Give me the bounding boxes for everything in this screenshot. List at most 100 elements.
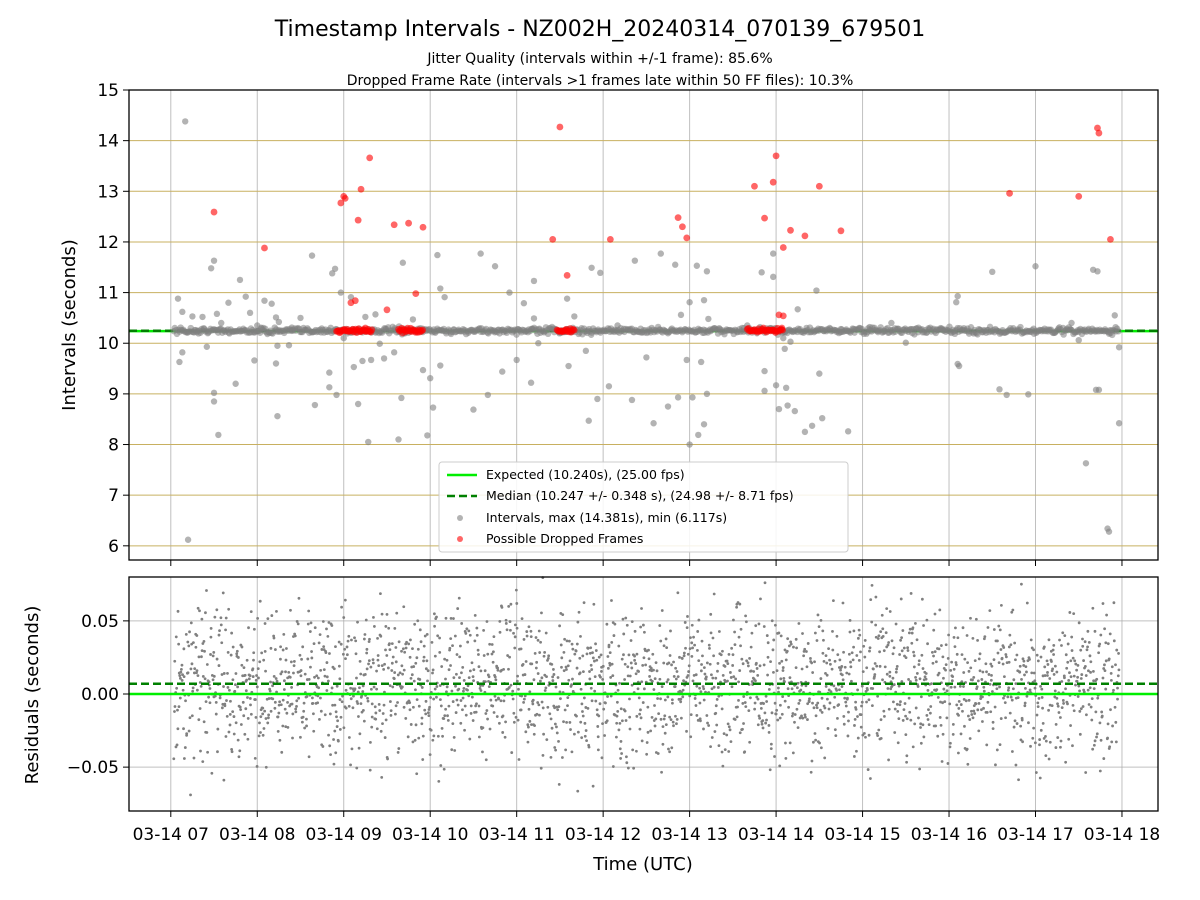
residual-point bbox=[300, 657, 303, 661]
interval-point-10 bbox=[207, 265, 215, 272]
residual-point bbox=[180, 678, 184, 682]
residual-point bbox=[714, 704, 718, 708]
residual-point bbox=[334, 751, 338, 755]
residual-point bbox=[904, 733, 908, 737]
residual-point bbox=[1023, 704, 1027, 708]
interval-point-145 bbox=[1068, 319, 1075, 327]
residual-point bbox=[620, 752, 624, 755]
x-tick-label-3: 03-14 10 bbox=[392, 825, 468, 845]
residual-point bbox=[803, 713, 807, 717]
residual-point bbox=[861, 670, 865, 674]
residual-point bbox=[396, 701, 399, 704]
residual-point bbox=[631, 748, 635, 752]
residual-point bbox=[956, 636, 960, 640]
residual-point bbox=[1043, 674, 1047, 677]
residual-point bbox=[368, 768, 372, 772]
residual-point bbox=[760, 722, 764, 726]
residual-point bbox=[926, 642, 929, 646]
residual-point bbox=[513, 635, 517, 639]
residual-point bbox=[772, 670, 775, 674]
residual-point bbox=[232, 732, 236, 736]
residual-point bbox=[1023, 673, 1026, 677]
residual-point bbox=[526, 740, 530, 744]
residual-point bbox=[534, 636, 538, 639]
residual-point bbox=[564, 748, 568, 752]
residual-point bbox=[629, 639, 633, 642]
residual-point bbox=[788, 676, 792, 680]
residual-point bbox=[388, 684, 392, 688]
residual-point bbox=[813, 660, 816, 664]
residual-point bbox=[934, 724, 938, 728]
interval-point-62 bbox=[429, 404, 437, 411]
residual-point bbox=[427, 714, 431, 718]
residual-point bbox=[1108, 632, 1112, 636]
residual-point bbox=[548, 712, 552, 716]
interval-point-116 bbox=[772, 382, 780, 389]
residual-point bbox=[662, 644, 666, 648]
residual-point bbox=[193, 667, 197, 671]
residual-point bbox=[696, 630, 700, 633]
residual-point bbox=[501, 714, 505, 718]
residual-point bbox=[436, 734, 440, 738]
residual-point bbox=[316, 676, 320, 680]
interval-point-33 bbox=[288, 324, 296, 331]
residual-point bbox=[896, 710, 900, 713]
residual-point bbox=[383, 662, 386, 666]
residual-point bbox=[723, 665, 727, 668]
interval-point-106 bbox=[700, 421, 708, 428]
residual-point bbox=[1082, 659, 1085, 662]
residual-point bbox=[375, 669, 378, 673]
residual-point bbox=[471, 719, 475, 722]
residual-point bbox=[511, 689, 515, 693]
residual-point bbox=[308, 630, 312, 633]
residual-point bbox=[305, 724, 308, 728]
dropped-point-0 bbox=[210, 208, 218, 216]
residual-point bbox=[977, 657, 981, 661]
residual-point bbox=[1081, 644, 1085, 648]
residual-point bbox=[523, 673, 527, 676]
residual-point bbox=[1003, 701, 1007, 705]
residual-point bbox=[449, 616, 453, 620]
residual-point bbox=[1071, 744, 1074, 748]
residual-point bbox=[962, 671, 966, 674]
residual-point bbox=[468, 633, 472, 637]
residual-point bbox=[506, 654, 510, 657]
residual-point bbox=[933, 650, 937, 654]
residual-point bbox=[432, 612, 436, 616]
residual-point bbox=[418, 628, 422, 632]
residual-point bbox=[508, 620, 512, 623]
residual-point bbox=[713, 730, 717, 733]
residual-point bbox=[1109, 678, 1113, 682]
residual-point bbox=[837, 703, 841, 707]
residual-point bbox=[969, 666, 973, 670]
residual-point bbox=[633, 658, 637, 662]
residual-point bbox=[835, 634, 839, 638]
residual-point bbox=[824, 654, 828, 658]
residual-point bbox=[704, 677, 708, 681]
residual-point bbox=[411, 647, 414, 650]
interval-point-34 bbox=[297, 314, 304, 322]
residual-point bbox=[988, 682, 992, 686]
residual-point bbox=[844, 704, 848, 708]
legend-box bbox=[438, 461, 849, 553]
residual-point bbox=[539, 766, 543, 770]
residual-point bbox=[391, 655, 395, 659]
residual-point bbox=[189, 667, 193, 671]
residual-point bbox=[875, 732, 879, 735]
residual-point bbox=[878, 664, 882, 668]
residual-point bbox=[310, 650, 313, 653]
residual-point bbox=[674, 714, 677, 718]
residual-point bbox=[253, 756, 257, 760]
residual-point bbox=[838, 688, 841, 692]
residual-point bbox=[1089, 705, 1093, 709]
dropped-point-18 bbox=[563, 271, 571, 279]
residual-point bbox=[885, 672, 889, 676]
residual-point bbox=[497, 721, 501, 725]
residual-point bbox=[195, 669, 199, 673]
residual-point bbox=[246, 717, 250, 720]
residual-point bbox=[772, 638, 776, 642]
residual-point bbox=[1070, 635, 1074, 639]
residual-point bbox=[476, 648, 480, 652]
residual-point bbox=[420, 716, 424, 720]
residual-point bbox=[856, 636, 860, 640]
